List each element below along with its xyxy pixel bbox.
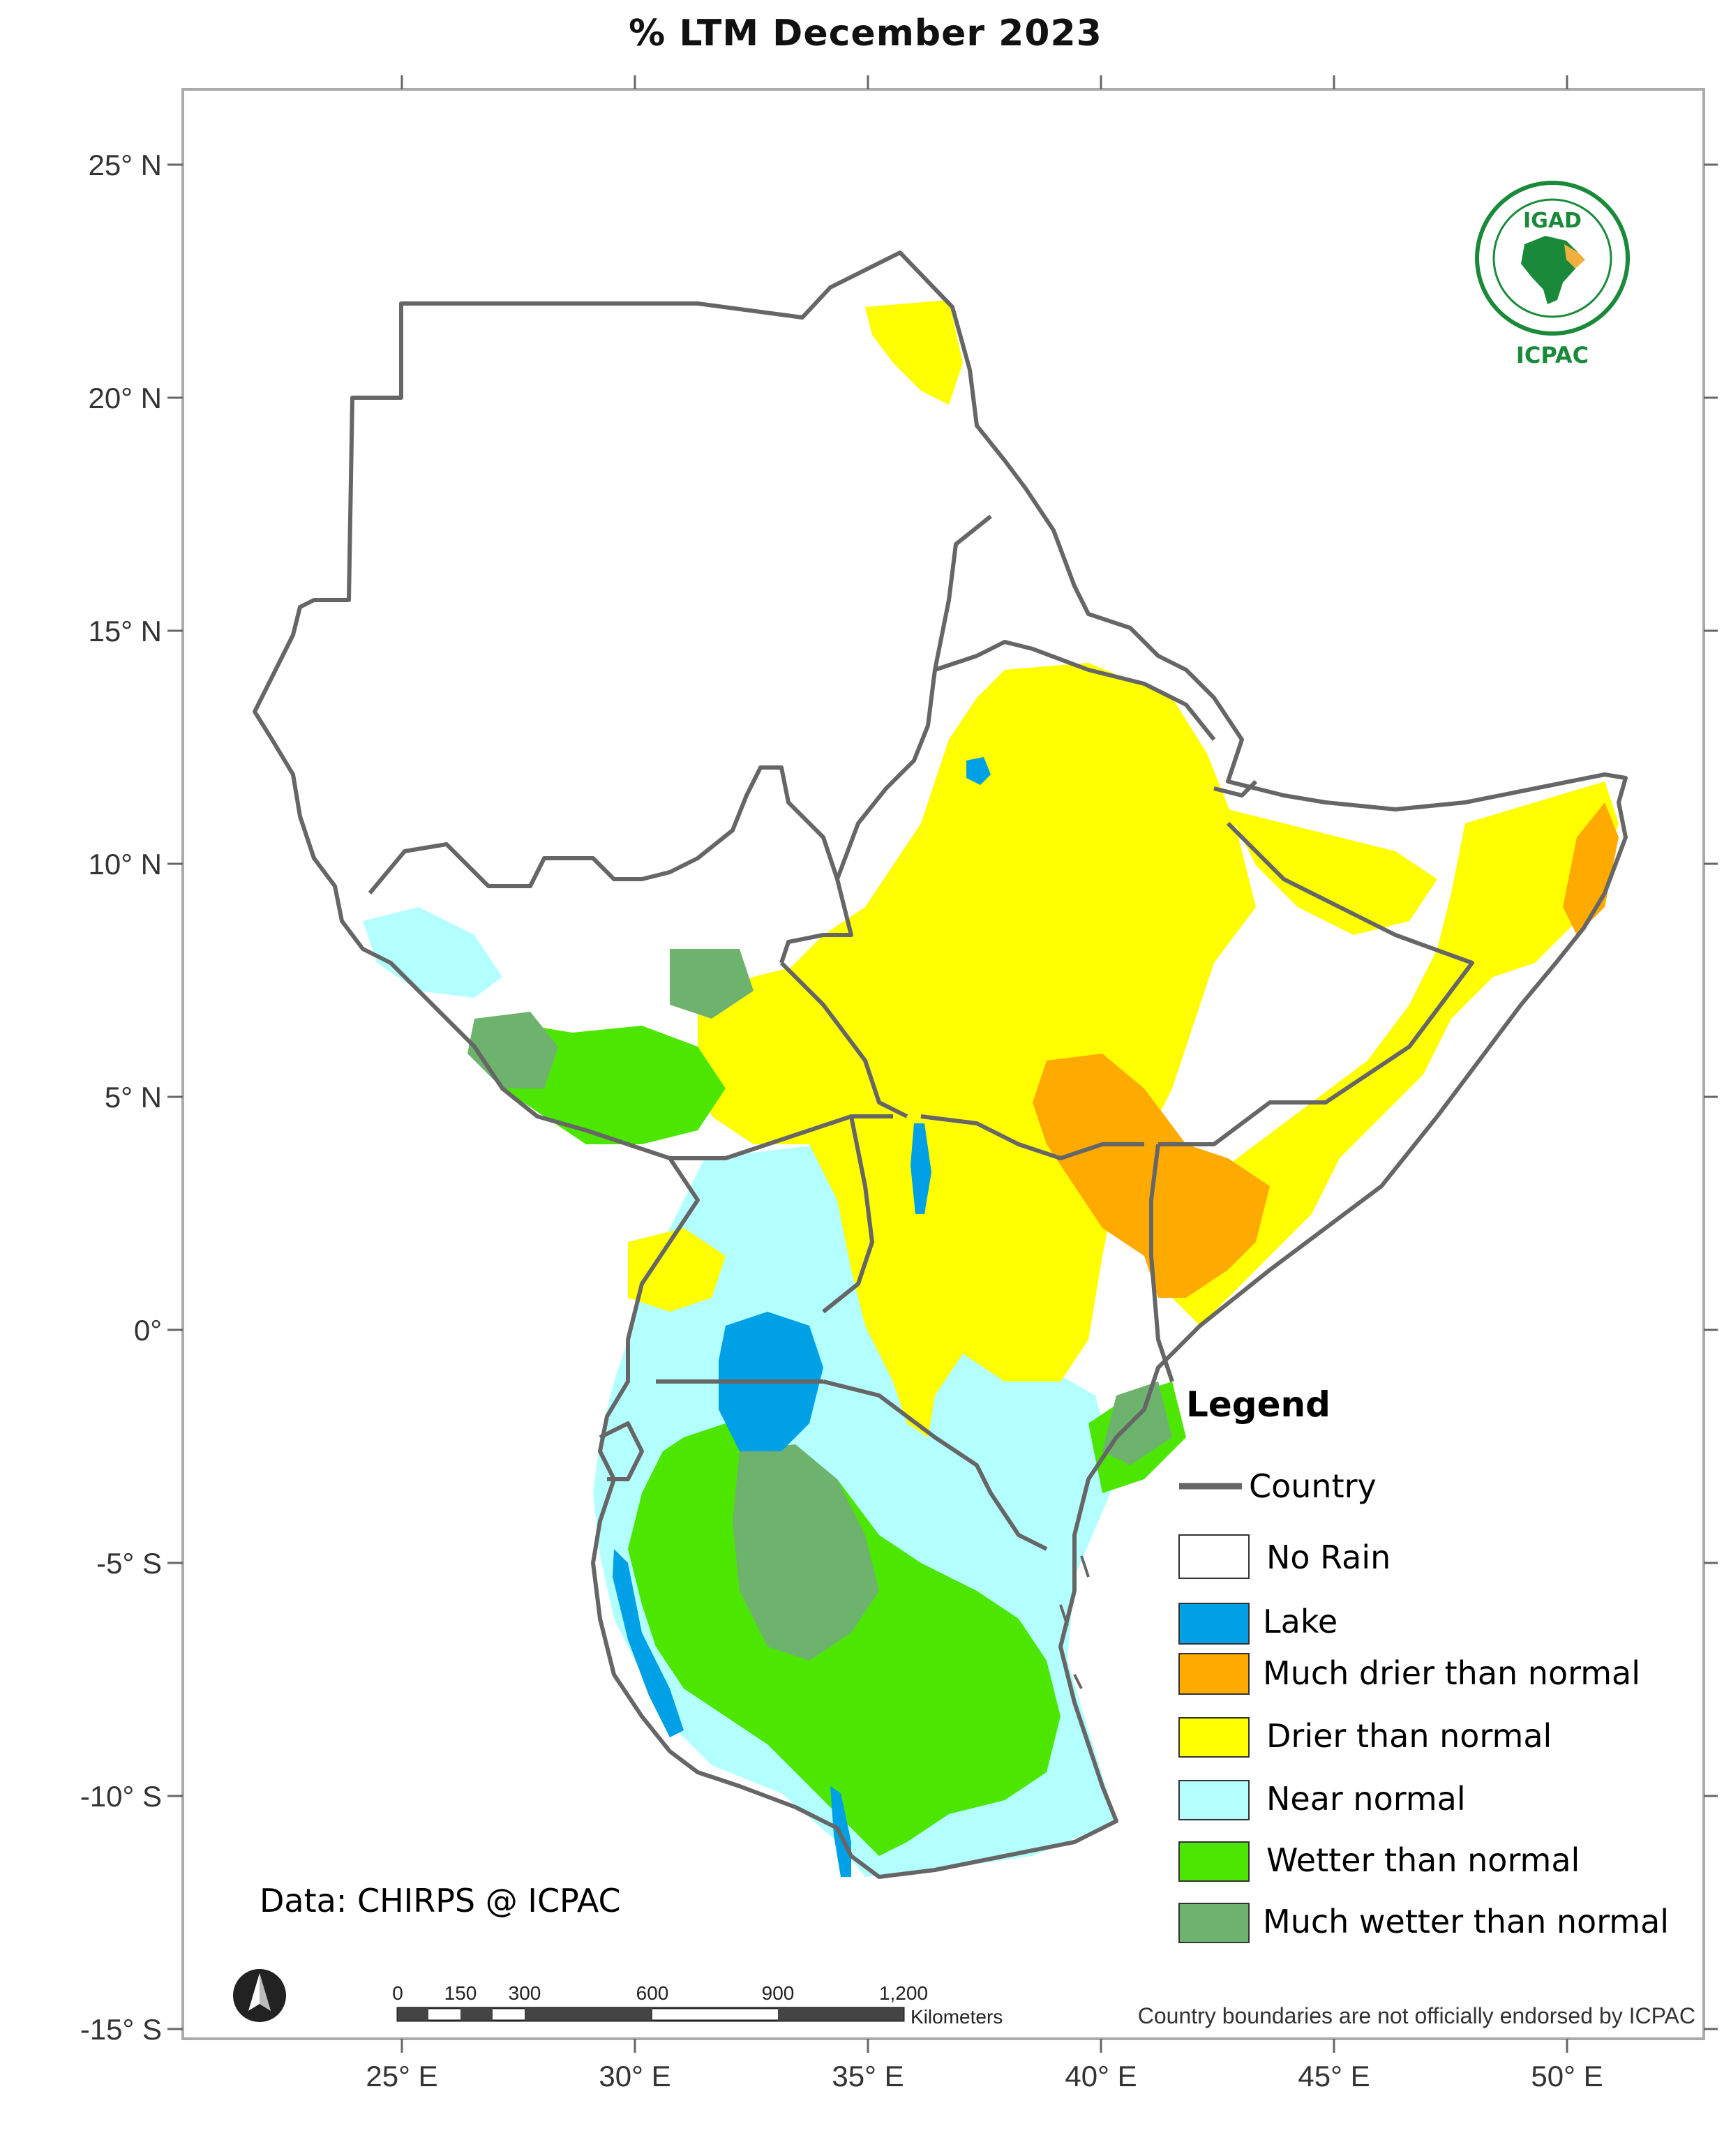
region-drier-eritrea-coast — [865, 300, 963, 405]
legend-label-near-normal: Near normal — [1266, 1780, 1466, 1818]
border-sudan-ethiopia — [835, 514, 992, 881]
lon-label-30e: 30° E — [599, 2060, 670, 2093]
region-drier-lowerleft — [628, 1228, 726, 1312]
map-title: % LTM December 2023 — [629, 13, 1102, 54]
longitude-axis: 25° E 30° E 35° E 40° E 45° E 50° E — [366, 75, 1603, 2093]
region-much-wetter-tanzania — [733, 1444, 879, 1661]
lat-label-15n: 15° N — [88, 615, 162, 647]
legend-label-drier: Drier than normal — [1266, 1717, 1552, 1755]
border-kenya-tanzania — [823, 1379, 1048, 1551]
lat-label-25n: 25° N — [88, 149, 162, 181]
legend-label-wetter: Wetter than normal — [1266, 1841, 1580, 1879]
country-boundaries — [253, 250, 1628, 1879]
legend-swatch-much-wetter — [1178, 1903, 1250, 1943]
region-drier-central — [726, 663, 1256, 1437]
lat-label-10n: 10° N — [88, 848, 162, 881]
scale-tick-0: 0 — [392, 1982, 403, 2004]
region-near-normal-west — [363, 907, 502, 998]
lon-label-25e: 25° E — [366, 2060, 437, 2093]
lat-label-5n: 5° N — [105, 1081, 162, 1114]
lon-label-40e: 40° E — [1065, 2060, 1137, 2093]
north-arrow-icon — [233, 1969, 286, 2022]
legend-label-no-rain: No Rain — [1266, 1539, 1391, 1576]
data-credit: Data: CHIRPS @ ICPAC — [260, 1882, 621, 1919]
border-djibouti — [1213, 779, 1258, 798]
lat-label-10s: -10° S — [80, 1780, 162, 1813]
lat-label-15s: -15° S — [80, 2013, 162, 2046]
region-outline — [253, 250, 1628, 1879]
border-southsudan-ethiopia — [779, 961, 908, 1118]
legend-label-lake: Lake — [1263, 1603, 1337, 1640]
scale-bar: 0 150 300 600 900 1,200 Kilometers — [392, 1982, 1003, 2028]
region-drier-nepatch — [1228, 809, 1437, 935]
lon-label-45e: 45° E — [1298, 2060, 1370, 2093]
rainfall-regions — [363, 300, 1619, 1877]
scale-tick-600: 600 — [636, 1982, 669, 2004]
legend-swatch-drier — [1178, 1717, 1250, 1758]
igad-icpac-logo: IGAD ICPAC — [1475, 181, 1630, 368]
legend-label-much-wetter: Much wetter than normal — [1263, 1903, 1669, 1940]
scale-tick-900: 900 — [762, 1982, 795, 2004]
border-uganda-kenya — [822, 1116, 874, 1314]
border-ethiopia-kenya — [920, 1114, 1144, 1160]
legend-swatch-lake — [1178, 1603, 1250, 1645]
legend-swatch-near-normal — [1178, 1780, 1250, 1820]
legend-swatch-much-drier — [1178, 1653, 1250, 1695]
boundary-disclaimer: Country boundaries are not officially en… — [1138, 2003, 1695, 2028]
latitude-axis: 25° N 20° N 15° N 10° N 5° N 0° -5° S -1… — [80, 149, 1718, 2046]
legend-label-much-drier: Much drier than normal — [1263, 1654, 1640, 1692]
border-sudan-southsudan — [368, 765, 853, 964]
legend-country-label: Country — [1249, 1467, 1377, 1505]
border-eritrea-ethiopia — [934, 640, 1216, 741]
border-rwanda-burundi — [599, 1421, 644, 1481]
lat-label-20n: 20° N — [88, 382, 162, 414]
lat-label-5s: -5° S — [96, 1547, 162, 1580]
region-much-drier-kenya — [1033, 1054, 1270, 1298]
lon-label-35e: 35° E — [832, 2060, 904, 2093]
coast-mafia-zanzibar — [1059, 1555, 1090, 1689]
logo-icpac-text: ICPAC — [1516, 342, 1589, 368]
region-much-drier-somalia — [1563, 802, 1619, 935]
logo-igad-text: IGAD — [1523, 209, 1582, 233]
lat-label-0: 0° — [134, 1314, 162, 1347]
scale-tick-300: 300 — [509, 1982, 541, 2004]
legend-swatch-wetter — [1178, 1841, 1250, 1882]
legend-swatch-no-rain — [1178, 1534, 1250, 1579]
scale-tick-150: 150 — [444, 1982, 477, 2004]
lon-label-50e: 50° E — [1531, 2060, 1603, 2093]
lake-tanganyika — [613, 1549, 684, 1737]
lake-tana — [966, 757, 991, 785]
legend: Legend Country No Rain Lake Much drier t… — [1178, 1384, 1669, 1943]
scale-unit: Kilometers — [911, 2006, 1003, 2028]
border-southsudan-uganda-drc — [670, 1114, 893, 1160]
africa-map-icon — [1521, 236, 1578, 304]
region-much-wetter-kenyacoast — [1102, 1382, 1172, 1465]
legend-title: Legend — [1186, 1384, 1331, 1425]
border-kenya-somalia — [1149, 1144, 1174, 1382]
horn-highlight-icon — [1564, 244, 1585, 269]
region-much-wetter-ss-mid — [670, 949, 754, 1019]
scale-tick-1200: 1,200 — [879, 1982, 928, 2004]
border-ethiopia-somalia — [1158, 821, 1474, 1146]
lake-turkana — [911, 1123, 931, 1214]
